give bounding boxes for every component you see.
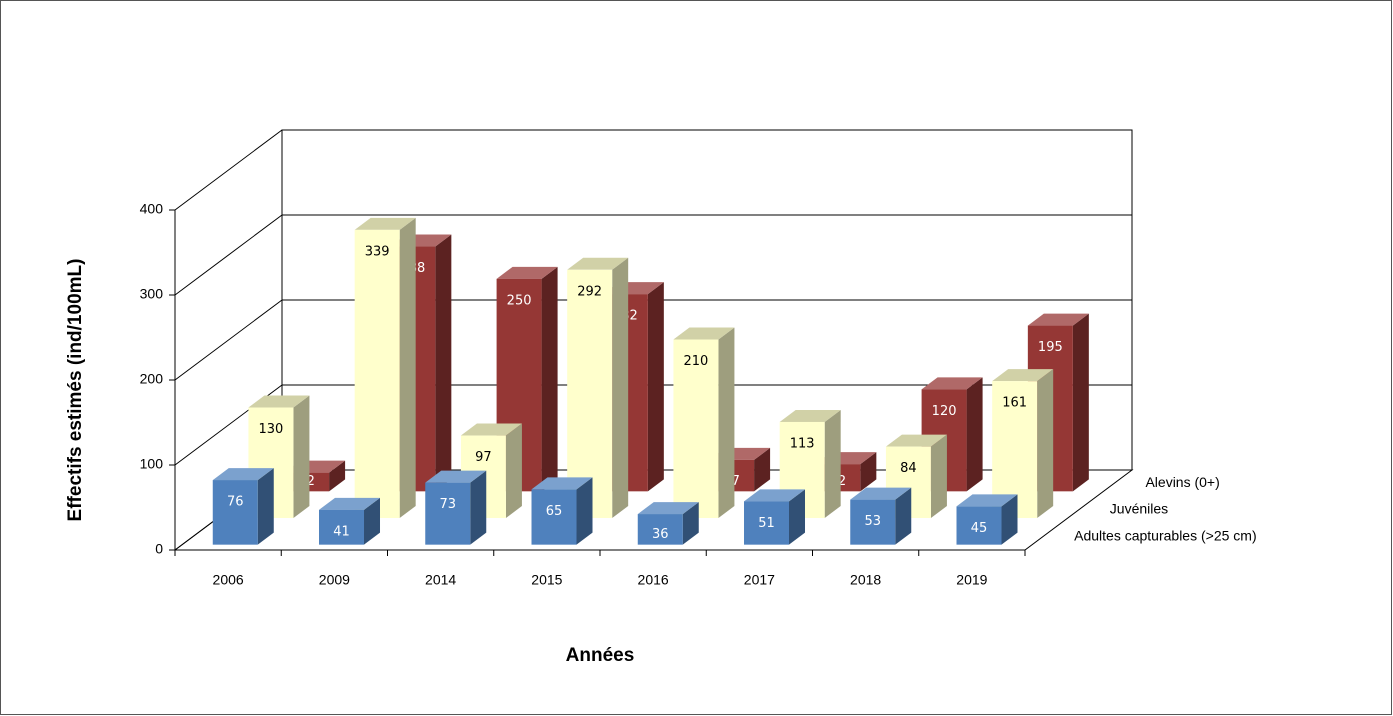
y-axis-title: Effectifs estimés (ind/100mL) (65, 259, 86, 522)
bar-top (567, 257, 629, 270)
value-label: 250 (507, 293, 532, 308)
bar-side (399, 217, 416, 518)
bar-side (293, 395, 310, 518)
bar-side (1072, 313, 1089, 492)
legend-label: Alevins (0+) (1145, 474, 1219, 490)
value-label: 36 (652, 527, 669, 542)
grid-line (174, 129, 283, 211)
bar-top (319, 497, 381, 510)
bar-side (505, 423, 522, 518)
bar-side (329, 460, 346, 492)
value-label: 41 (333, 524, 350, 539)
value-label: 73 (439, 497, 456, 512)
bar-top (885, 434, 947, 447)
bar-top (850, 487, 912, 500)
legend-label: Juvéniles (1110, 501, 1168, 517)
bar (850, 499, 896, 545)
x-tick-label: 2006 (213, 572, 244, 588)
value-label: 210 (684, 354, 709, 369)
bar (567, 269, 613, 518)
bar-top (212, 468, 274, 481)
bar-side (824, 409, 841, 518)
bar-top (779, 409, 841, 422)
bar-top (744, 489, 806, 502)
bar-side (718, 327, 735, 518)
bar-side (860, 452, 877, 492)
value-label: 161 (1002, 396, 1027, 411)
bar-side (895, 487, 912, 545)
bar (425, 482, 471, 545)
bar-side (257, 468, 274, 545)
bar-side (470, 470, 487, 545)
bar-side (789, 489, 806, 545)
bar-side (612, 257, 629, 518)
x-tick-label: 2017 (744, 572, 775, 588)
value-label: 65 (546, 504, 563, 519)
bar-side (966, 377, 983, 492)
bar-side (576, 477, 593, 545)
x-tick-label: 2014 (425, 572, 456, 588)
bar-top (992, 369, 1054, 382)
bar (319, 509, 365, 545)
bar-side (682, 502, 699, 545)
bar-top (956, 494, 1018, 507)
value-label: 45 (971, 521, 988, 536)
value-label: 130 (259, 422, 284, 437)
legend-label: Adultes capturables (>25 cm) (1074, 527, 1256, 543)
y-tick-label: 300 (140, 286, 164, 302)
value-label: 120 (932, 404, 957, 419)
bar (956, 506, 1002, 545)
value-label: 292 (577, 284, 602, 299)
y-tick-label: 100 (140, 456, 164, 472)
value-label: 53 (864, 514, 881, 529)
grid-line (174, 299, 283, 381)
grid-line (174, 214, 283, 296)
value-label: 51 (758, 516, 775, 531)
x-axis-title: Années (566, 645, 635, 666)
bar-side (754, 447, 771, 492)
bar-side (541, 266, 558, 492)
bar-top (1027, 313, 1089, 326)
y-tick-label: 400 (140, 201, 164, 217)
bar-side (930, 434, 947, 518)
bar-side (1037, 369, 1054, 518)
value-label: 97 (475, 450, 492, 465)
bar-top (921, 377, 983, 390)
bar-top (637, 502, 699, 515)
bar-side (435, 234, 452, 492)
value-label: 76 (227, 495, 244, 510)
bar (212, 480, 258, 545)
bar-side (364, 497, 381, 545)
bar-top (425, 470, 487, 483)
bar (744, 501, 790, 545)
bar (637, 514, 683, 545)
value-label: 195 (1038, 340, 1063, 355)
bar (531, 489, 577, 545)
bar-side (1001, 494, 1018, 545)
bar-top (460, 423, 522, 436)
x-tick-label: 2009 (319, 572, 350, 588)
x-tick-label: 2016 (638, 572, 669, 588)
x-tick-label: 2019 (956, 572, 987, 588)
bar (673, 339, 719, 518)
value-label: 339 (365, 244, 390, 259)
y-tick-label: 200 (140, 371, 164, 387)
bar-top (531, 477, 593, 490)
bar-top (354, 217, 416, 230)
bar (354, 229, 400, 518)
bar-top (248, 395, 310, 408)
bar-top (496, 266, 558, 279)
y-tick-label: 0 (155, 541, 163, 557)
x-tick-label: 2018 (850, 572, 881, 588)
bar-side (647, 282, 664, 492)
value-label: 84 (900, 461, 917, 476)
value-label: 113 (790, 436, 815, 451)
bar-top (673, 327, 735, 340)
x-tick-label: 2015 (531, 572, 562, 588)
